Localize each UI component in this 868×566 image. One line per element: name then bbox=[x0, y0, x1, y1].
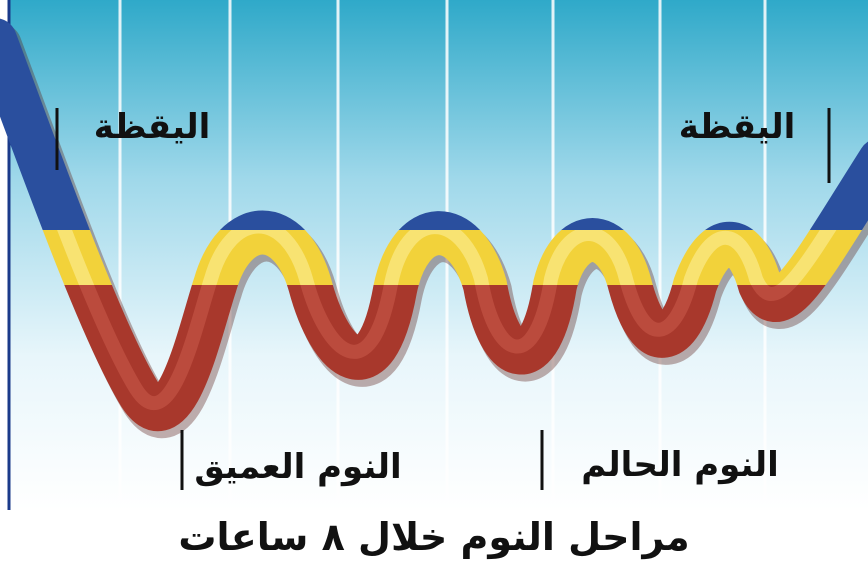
label-dream-sleep: النوم الحالم bbox=[581, 445, 779, 485]
label-deep-sleep: النوم العميق bbox=[194, 447, 401, 487]
diagram-caption: مراحل النوم خلال ٨ ساعات bbox=[178, 515, 690, 559]
label-pointer-lines bbox=[55, 108, 831, 490]
label-wake-left: اليقظة bbox=[94, 107, 211, 147]
label-wake-right: اليقظة bbox=[679, 107, 796, 147]
sleep-wave-tube bbox=[0, 18, 868, 438]
